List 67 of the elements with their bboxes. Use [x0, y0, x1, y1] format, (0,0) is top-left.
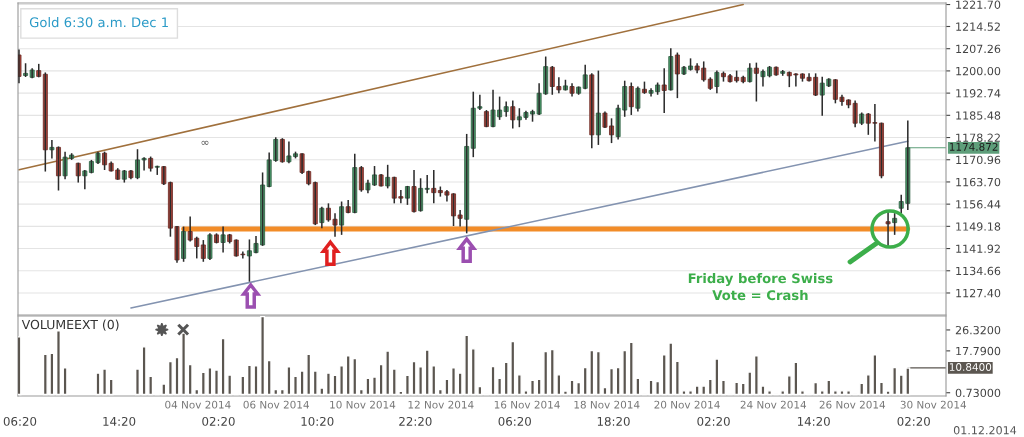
y-tick-label: 1149.18: [956, 222, 1001, 231]
text: 12 Nov 2014: [408, 400, 474, 409]
bar: [134, 368, 141, 396]
text: 02:20: [202, 416, 235, 426]
bar: [95, 372, 101, 396]
bar: [878, 381, 884, 396]
bar: [404, 374, 410, 396]
text: 06:20: [498, 416, 531, 426]
text: 20 Nov 2014: [654, 400, 720, 409]
bar: [325, 372, 331, 396]
bar: [102, 368, 108, 396]
bar: [62, 367, 68, 396]
y-tick-label: 26.3200: [955, 325, 1001, 335]
text: 16 Nov 2014: [494, 400, 560, 409]
y-tick-label: 1170.96: [956, 155, 1001, 165]
bar: [688, 390, 694, 396]
y-tick-label: 1207.26: [956, 44, 1001, 54]
y-tick-label: 1178.22: [956, 133, 1000, 142]
y-tick-label: 0.73000: [955, 388, 1001, 398]
text: 06:20: [3, 416, 37, 426]
ref-line-label: 10.8400: [949, 363, 992, 371]
text: 02:20: [897, 416, 930, 426]
text: 14:20: [797, 416, 830, 426]
text: 06 Nov 2014: [243, 400, 309, 409]
text: 01.12.2014: [953, 426, 1017, 435]
bar: [55, 330, 61, 396]
text: 18:20: [597, 416, 630, 426]
y-tick-label: 1156.44: [956, 200, 1001, 209]
text: 26 Nov 2014: [819, 400, 886, 409]
y-tick-label: 1214.52: [956, 22, 1000, 31]
bar: [108, 378, 114, 396]
bar: [372, 376, 378, 396]
ref-line-label: 1174.872: [949, 142, 998, 151]
bar: [246, 364, 252, 396]
bar: [846, 390, 852, 396]
y-tick-label: 1192.74: [956, 89, 1001, 98]
bar: [451, 367, 457, 396]
y-tick-label: 1127.40: [956, 288, 1001, 298]
y-tick-label: 1221.70: [956, 0, 1001, 9]
chart-title: VOLUMEEXT (0): [21, 319, 119, 331]
y-tick-label: 1134.66: [956, 266, 1001, 276]
y-tick-label: 1163.70: [956, 177, 1001, 187]
y-tick-label: 1185.48: [956, 111, 1001, 120]
y-tick-label: 1200.00: [956, 66, 1001, 76]
text: 14:20: [103, 416, 136, 426]
bar: [562, 390, 568, 396]
text: 18 Nov 2014: [574, 400, 640, 409]
bar: [293, 375, 299, 396]
bar: [609, 367, 615, 396]
bar: [530, 379, 536, 396]
bar: [720, 379, 726, 396]
annotation: ∞: [201, 140, 209, 145]
text: 30 Nov 2014: [900, 400, 967, 409]
text: Gold 6:30 a.m. Dec 1: [29, 17, 168, 28]
text: 10 Nov 2014: [330, 400, 396, 409]
text: 24 Nov 2014: [740, 400, 807, 409]
bar: [213, 369, 220, 396]
y-tick-label: 17.7900: [956, 346, 1001, 356]
candlestick: [378, 173, 384, 188]
bar: [767, 390, 773, 396]
bar: [799, 390, 805, 396]
text: 04 Nov 2014: [165, 400, 231, 409]
text: 22:20: [399, 416, 432, 426]
y-tick-label: 1141.92: [956, 244, 1000, 253]
annotation: Friday before Swiss Vote = Crash: [688, 273, 833, 301]
text: 02:20: [697, 416, 730, 426]
text: 10:20: [301, 416, 334, 426]
